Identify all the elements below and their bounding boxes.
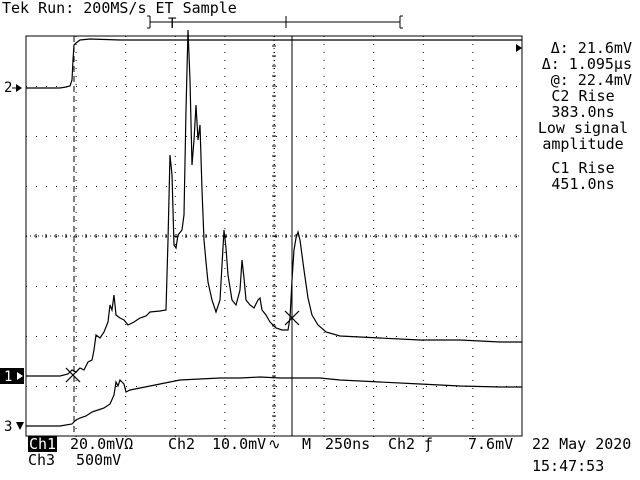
acquisition-status: Tek Run: 200MS/s ET Sample [2, 0, 237, 17]
record-position-bar: T [147, 15, 403, 32]
low-signal-message: Low signal [537, 119, 629, 137]
c1-rise-label: C1 Rise [551, 159, 615, 177]
ch3-scale: 500mV [76, 451, 122, 469]
c1-rise-value: 451.0ns [551, 175, 615, 193]
ch3-label[interactable]: Ch3 [28, 451, 56, 469]
c2-rise-label: C2 Rise [551, 87, 615, 105]
date-readout: 22 May 2020 [532, 435, 632, 453]
delta-time-readout: Δ: 1.095µs [541, 55, 632, 73]
ch3-ground-marker[interactable]: 3 [4, 419, 24, 435]
trace-ch3 [26, 376, 522, 427]
ch2-coupling-icon: ∿ [268, 435, 281, 453]
trace-ch2 [26, 38, 522, 89]
ch1-label[interactable]: Ch1 [28, 435, 58, 453]
trace-ch1 [26, 29, 522, 377]
trigger-slope-icon: ƒ [424, 435, 434, 453]
trigger-source[interactable]: Ch2 [388, 435, 416, 453]
cursor-2-marker [284, 310, 300, 326]
trigger-level: 7.6mV [468, 435, 514, 453]
ch2-label[interactable]: Ch2 [168, 435, 196, 453]
trigger-point-marker: T [168, 16, 177, 32]
c2-rise-value: 383.0ns [551, 103, 615, 121]
ch2-ground-marker[interactable]: 2 [4, 80, 22, 96]
cursor-voltage-readout: @: 22.4mV [550, 71, 632, 89]
svg-text:1: 1 [4, 369, 12, 385]
svg-text:3: 3 [4, 419, 12, 435]
ch2-scale: 10.0mV [212, 435, 267, 453]
low-signal-message-2: amplitude [542, 135, 624, 153]
ch1-ground-marker[interactable]: 1 [0, 368, 24, 385]
timebase-scale: 250ns [325, 435, 371, 453]
cursor-1-marker [65, 367, 81, 383]
trigger-level-arrow [516, 44, 522, 52]
timebase-label: M [302, 435, 312, 453]
time-readout: 15:47:53 [532, 457, 605, 475]
graticule-grid [25, 35, 522, 437]
svg-text:2: 2 [4, 80, 12, 96]
ch1-scale: 20.0mVΩ [70, 435, 134, 453]
delta-voltage-readout: Δ: 21.6mV [550, 39, 632, 57]
